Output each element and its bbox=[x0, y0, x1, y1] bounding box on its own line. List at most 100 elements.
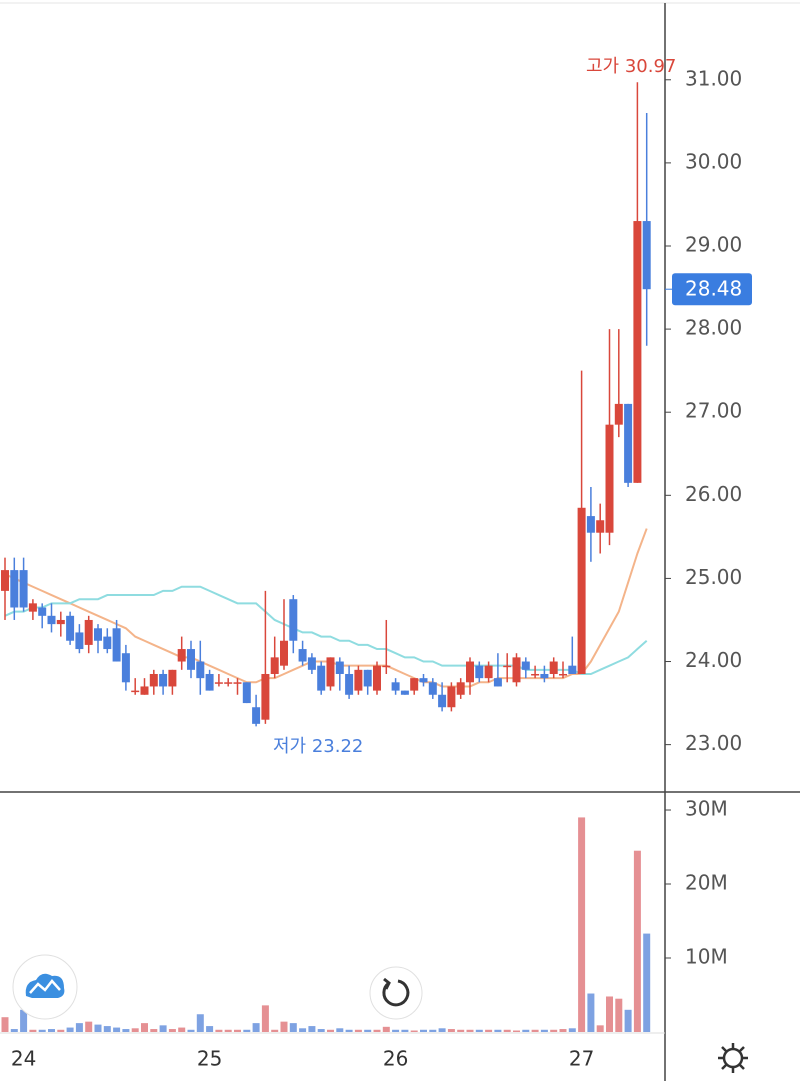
moving-average bbox=[4, 585, 648, 675]
candle-body bbox=[121, 653, 130, 683]
volume-bar bbox=[624, 1009, 632, 1032]
candle-body bbox=[233, 682, 242, 684]
button-bg[interactable] bbox=[369, 966, 423, 1020]
candle-body bbox=[214, 682, 223, 684]
volume-bar bbox=[317, 1029, 325, 1032]
candle-body bbox=[177, 649, 186, 662]
volume-bar bbox=[280, 1021, 288, 1032]
volume-bar bbox=[485, 1029, 493, 1032]
volume-bar bbox=[1, 1017, 9, 1032]
volume-bar bbox=[215, 1029, 223, 1032]
candle-body bbox=[410, 678, 419, 691]
candle-body bbox=[252, 707, 261, 724]
volume-bar bbox=[327, 1029, 334, 1032]
candle-body bbox=[326, 657, 335, 687]
candle-body bbox=[428, 682, 437, 695]
candle-body bbox=[549, 661, 558, 674]
volume-bar bbox=[234, 1029, 241, 1032]
indicator-button[interactable] bbox=[12, 954, 78, 1020]
volume-bar bbox=[364, 1029, 372, 1032]
candle-body bbox=[280, 640, 288, 666]
volume-bar bbox=[401, 1029, 409, 1032]
candle-body bbox=[159, 673, 168, 687]
y-tick-label: 25.00 bbox=[685, 565, 742, 589]
volume-bar bbox=[85, 1021, 93, 1032]
candle-body bbox=[47, 615, 56, 625]
candle-body bbox=[559, 673, 567, 676]
x-tick-label: 25 bbox=[197, 1047, 222, 1071]
candle-body bbox=[466, 661, 474, 683]
candle-body bbox=[94, 628, 102, 641]
candle-body bbox=[456, 682, 465, 695]
gear-icon[interactable] bbox=[722, 1047, 744, 1069]
candle-body bbox=[475, 665, 484, 679]
volume-bar bbox=[178, 1027, 186, 1032]
candle-body bbox=[66, 615, 75, 641]
volume-bar bbox=[559, 1029, 567, 1032]
volume-bar bbox=[38, 1029, 46, 1032]
x-tick-label: 26 bbox=[383, 1047, 408, 1071]
volume-bar bbox=[540, 1029, 548, 1032]
volume-bar bbox=[531, 1029, 539, 1032]
volume-bar bbox=[410, 1030, 418, 1032]
candle-body bbox=[10, 570, 19, 608]
volume-bar bbox=[243, 1029, 251, 1032]
volume-bar bbox=[48, 1029, 55, 1032]
volume-bar bbox=[57, 1029, 65, 1032]
candle-body bbox=[503, 665, 512, 668]
candle-body bbox=[289, 599, 298, 641]
candle-body bbox=[447, 686, 456, 708]
candle-body bbox=[438, 694, 447, 708]
candle-body bbox=[335, 661, 344, 674]
volume-bar bbox=[10, 1029, 18, 1032]
last-price-box bbox=[672, 273, 752, 306]
volume-bar bbox=[596, 1025, 604, 1032]
candle-body bbox=[261, 673, 270, 720]
reset-arrow bbox=[383, 977, 391, 990]
volume-bar bbox=[513, 1030, 520, 1032]
reset-button[interactable] bbox=[369, 966, 423, 1020]
volume-bar bbox=[261, 1005, 269, 1032]
candle-body bbox=[56, 619, 65, 625]
volume-bar bbox=[420, 1029, 427, 1032]
candle-body bbox=[531, 673, 540, 676]
volume-bar bbox=[271, 1029, 279, 1032]
candle-body bbox=[103, 636, 112, 650]
volume-bar bbox=[103, 1026, 111, 1032]
y-tick-label: 26.00 bbox=[685, 482, 742, 506]
plot: 23.00 24.00 25.00 26.00 27.00 28.00 29.00 30.00… bbox=[1, 66, 742, 1071]
volume-bar bbox=[438, 1028, 446, 1032]
candle-body bbox=[624, 403, 633, 483]
candle-body bbox=[484, 665, 493, 679]
volume-bar bbox=[447, 1029, 455, 1032]
volume-bar bbox=[587, 993, 595, 1032]
reset-icon bbox=[382, 979, 410, 1007]
candle-body bbox=[196, 661, 205, 679]
candle-body bbox=[242, 682, 251, 704]
volume-bar bbox=[457, 1029, 465, 1032]
candle-body bbox=[568, 665, 577, 674]
y-tick-label: 28.00 bbox=[685, 316, 742, 340]
candle-body bbox=[140, 686, 149, 695]
volume-bar bbox=[382, 1026, 390, 1032]
candle-body bbox=[205, 673, 214, 691]
candle-body bbox=[307, 657, 316, 670]
candle-body bbox=[75, 632, 84, 650]
y-tick-label: 31.00 bbox=[685, 66, 742, 90]
candle-body bbox=[19, 570, 28, 608]
settings-button[interactable] bbox=[718, 1043, 748, 1073]
volume-bar bbox=[429, 1029, 437, 1032]
candle-body bbox=[596, 520, 605, 533]
volume-bar bbox=[578, 817, 586, 1032]
candle-body bbox=[187, 649, 195, 670]
candle-body bbox=[373, 665, 381, 691]
volume-bar bbox=[131, 1028, 139, 1032]
volume-bar bbox=[29, 1029, 37, 1032]
volume-bar bbox=[252, 1023, 260, 1032]
candle-body bbox=[112, 628, 121, 662]
candle-body bbox=[540, 673, 549, 679]
volume-tick-label: 10M bbox=[685, 945, 728, 969]
volume-bar bbox=[150, 1029, 158, 1032]
candle-body bbox=[224, 682, 233, 684]
